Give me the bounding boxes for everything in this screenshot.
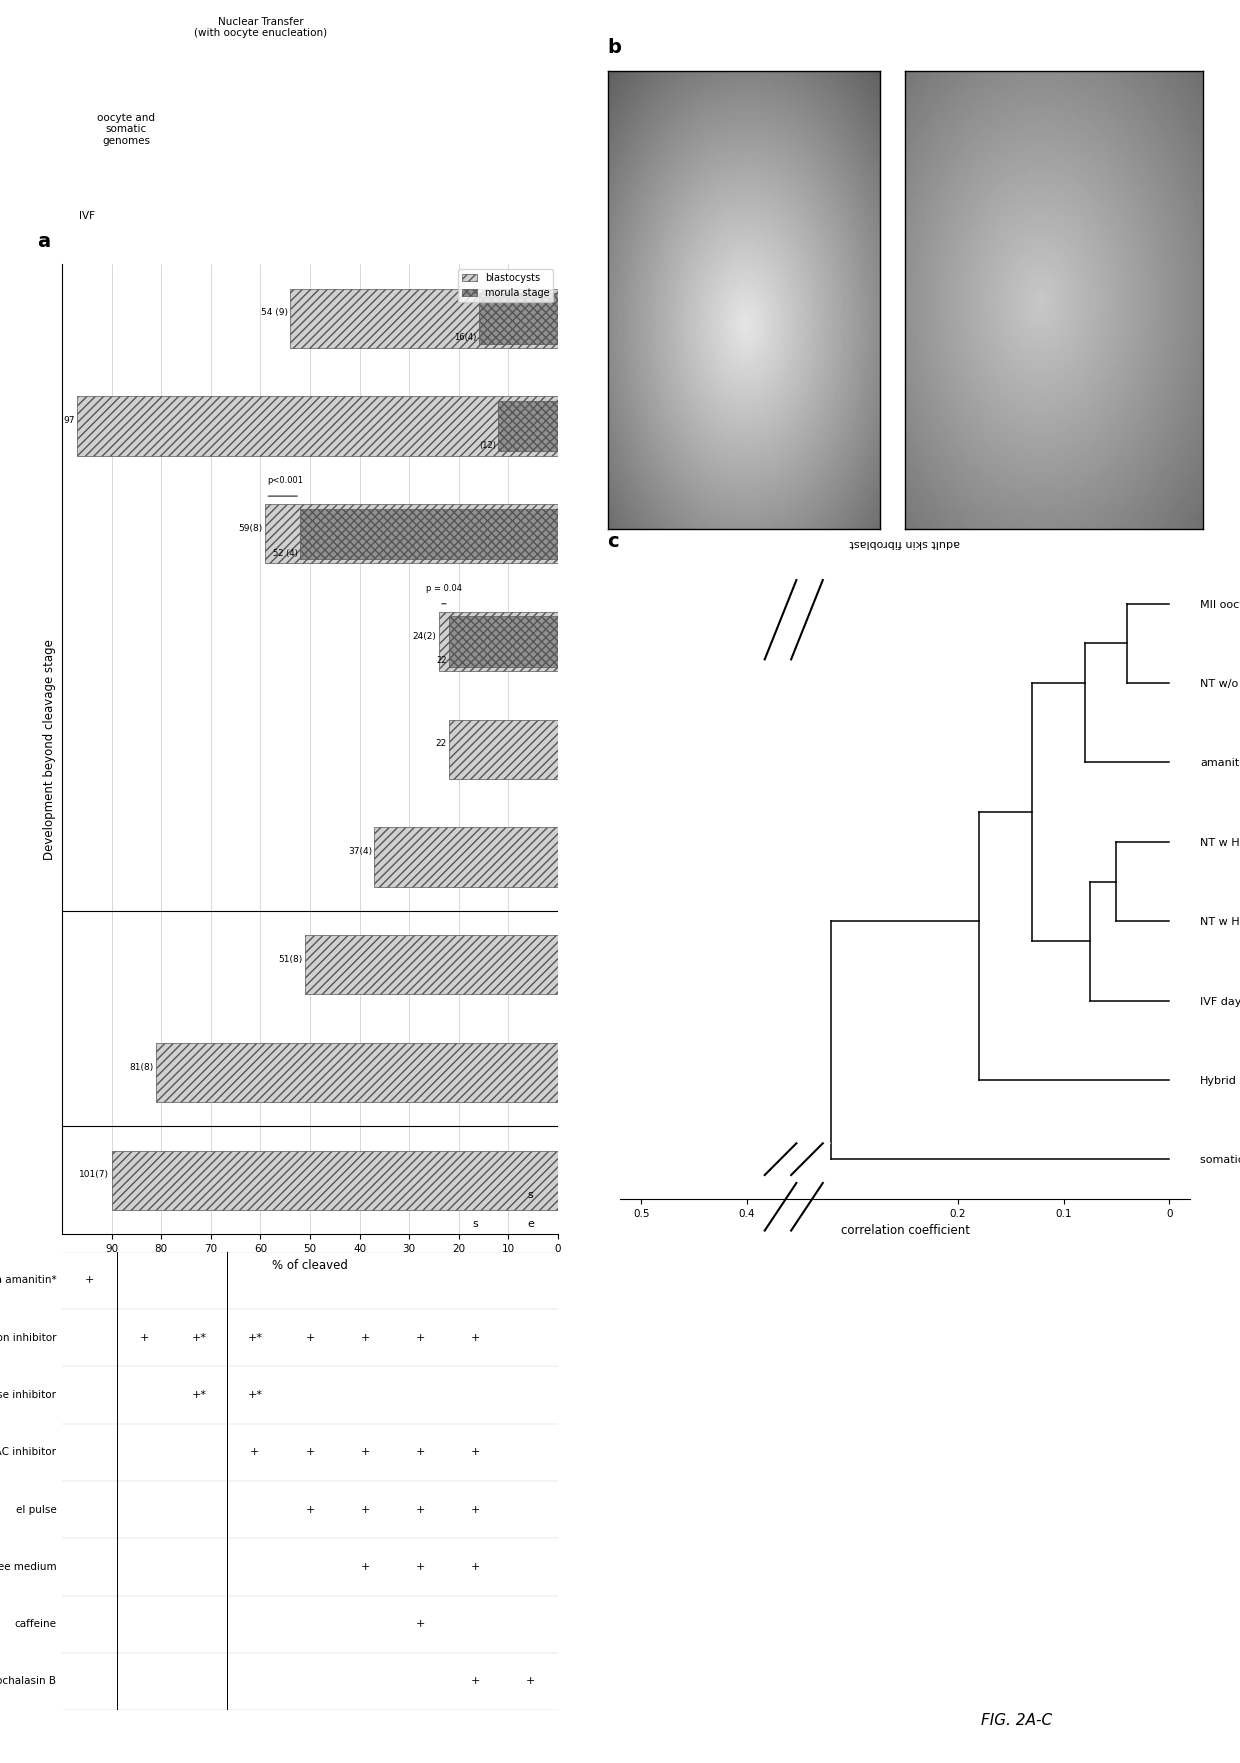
Text: 97: 97: [63, 416, 74, 425]
Legend: blastocysts, morula stage: blastocysts, morula stage: [459, 270, 553, 301]
Text: +: +: [471, 1562, 480, 1573]
Text: +: +: [471, 1447, 480, 1458]
Text: cytochalasin B: cytochalasin B: [0, 1677, 57, 1687]
Text: s: s: [527, 1190, 533, 1201]
Text: IVF: IVF: [79, 212, 94, 222]
Text: 54 (9): 54 (9): [260, 309, 288, 317]
Text: FIG. 2A-C: FIG. 2A-C: [981, 1712, 1053, 1728]
Text: 51(8): 51(8): [278, 956, 303, 964]
Bar: [77, 397, 558, 455]
Text: translation inhibitor: translation inhibitor: [0, 1333, 57, 1343]
Text: alpha amanitin*: alpha amanitin*: [0, 1275, 57, 1285]
Text: oocyte and
somatic
genomes: oocyte and somatic genomes: [98, 113, 155, 146]
Text: HDAC inhibitor: HDAC inhibitor: [0, 1447, 57, 1458]
Text: +: +: [361, 1447, 370, 1458]
Text: 16(4): 16(4): [454, 333, 476, 342]
Text: +: +: [361, 1333, 370, 1343]
Text: +: +: [361, 1562, 370, 1573]
Text: 52 (4): 52 (4): [273, 548, 298, 557]
Text: +: +: [415, 1618, 425, 1629]
Text: +: +: [415, 1333, 425, 1343]
Text: +: +: [415, 1447, 425, 1458]
Text: 81(8): 81(8): [129, 1063, 154, 1072]
Bar: [305, 934, 558, 994]
Text: +: +: [361, 1504, 370, 1514]
Text: +*: +*: [192, 1389, 207, 1400]
Text: +: +: [526, 1677, 536, 1687]
Text: (12): (12): [479, 441, 496, 450]
Text: 37(4): 37(4): [348, 848, 372, 857]
Text: +*: +*: [248, 1333, 263, 1343]
Text: ca-free medium: ca-free medium: [0, 1562, 57, 1573]
Bar: [156, 1044, 558, 1102]
Text: +: +: [305, 1447, 315, 1458]
Bar: [449, 617, 558, 666]
Text: c: c: [608, 531, 619, 550]
Text: adult skin fibroblast: adult skin fibroblast: [849, 538, 961, 548]
Bar: [498, 400, 558, 451]
Text: Nuclear Transfer
(with oocyte enucleation): Nuclear Transfer (with oocyte enucleatio…: [193, 16, 327, 39]
Text: caffeine: caffeine: [15, 1618, 57, 1629]
Bar: [290, 289, 558, 347]
X-axis label: % of cleaved: % of cleaved: [272, 1259, 348, 1273]
Text: p = 0.04: p = 0.04: [425, 584, 463, 592]
Text: +: +: [250, 1447, 259, 1458]
Text: a: a: [37, 231, 51, 250]
Text: +: +: [140, 1333, 149, 1343]
Text: b: b: [608, 37, 621, 56]
Bar: [449, 719, 558, 779]
Bar: [479, 293, 558, 344]
Text: 22: 22: [435, 739, 446, 748]
Bar: [265, 504, 558, 564]
Text: +: +: [415, 1504, 425, 1514]
Y-axis label: Development beyond cleavage stage: Development beyond cleavage stage: [43, 638, 57, 860]
Bar: [439, 612, 558, 672]
Text: +: +: [305, 1333, 315, 1343]
Text: +: +: [471, 1677, 480, 1687]
Text: +: +: [84, 1275, 94, 1285]
Text: +: +: [305, 1504, 315, 1514]
Text: 22: 22: [436, 656, 446, 665]
Text: +*: +*: [192, 1333, 207, 1343]
Text: +: +: [415, 1562, 425, 1573]
Text: p<0.001: p<0.001: [267, 476, 304, 485]
Text: +*: +*: [248, 1389, 263, 1400]
Text: e: e: [527, 1218, 534, 1229]
Text: +: +: [471, 1333, 480, 1343]
Text: 59(8): 59(8): [238, 524, 263, 532]
Bar: [374, 827, 558, 887]
X-axis label: correlation coefficient: correlation coefficient: [841, 1224, 970, 1238]
Bar: [300, 508, 558, 559]
Text: el pulse: el pulse: [16, 1504, 57, 1514]
Text: 101(7): 101(7): [79, 1171, 109, 1179]
Text: s: s: [472, 1218, 479, 1229]
Text: +: +: [471, 1504, 480, 1514]
Text: 24(2): 24(2): [413, 631, 436, 640]
Text: kinase inhibitor: kinase inhibitor: [0, 1389, 57, 1400]
Bar: [112, 1151, 558, 1209]
